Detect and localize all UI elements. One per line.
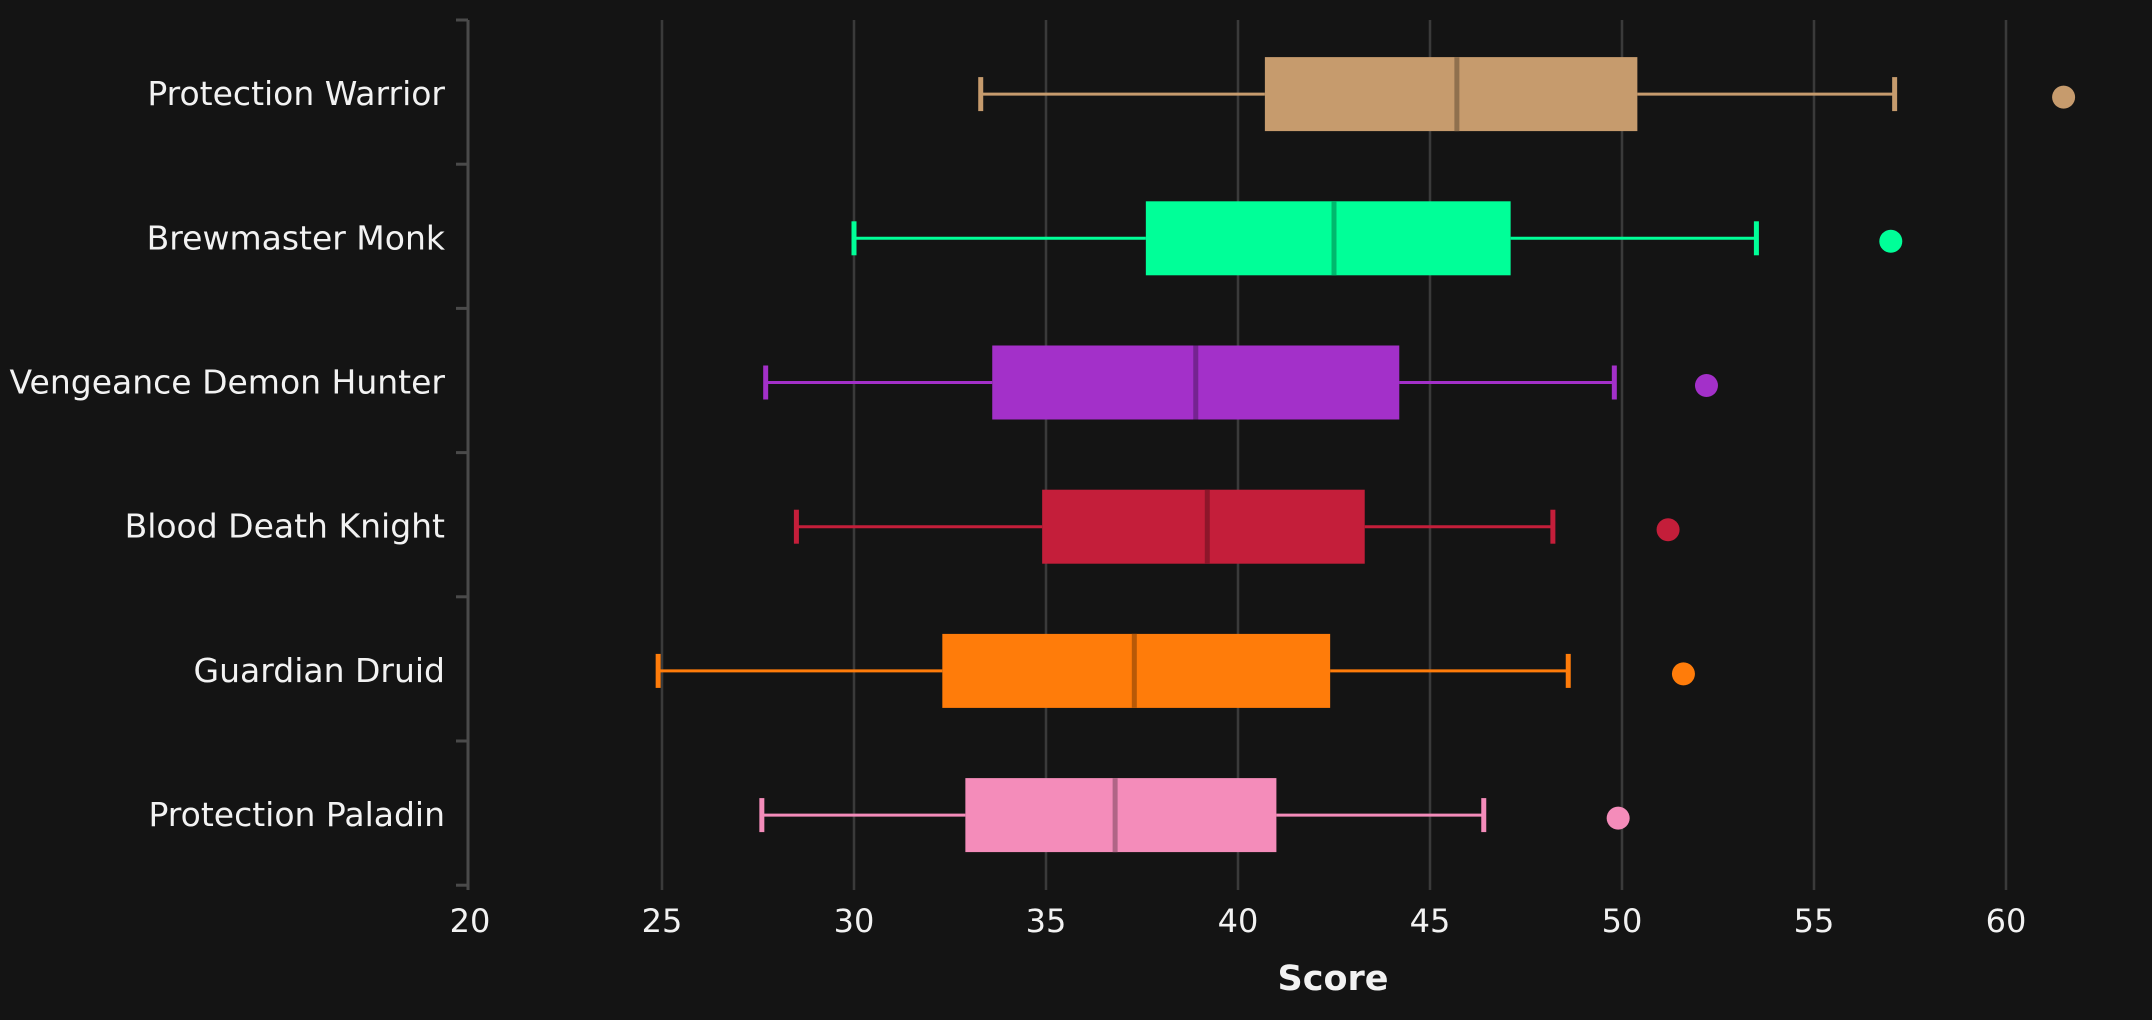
box-group: Blood Death Knight [125,489,1680,564]
x-tick-label: 35 [1026,902,1067,940]
box-group: Brewmaster Monk [147,201,1903,276]
category-label: Protection Warrior [147,74,445,113]
x-axis-ticks: 20 25 30 35 40 45 50 55 60 [450,902,2027,940]
iqr-box [1145,201,1511,276]
iqr-box [1042,489,1365,564]
x-tick-label: 25 [642,902,683,940]
outlier-point [1656,518,1680,542]
box-group: Vengeance Demon Hunter [10,345,1718,420]
x-tick-label: 55 [1794,902,1835,940]
category-label: Blood Death Knight [125,507,445,546]
category-label: Brewmaster Monk [147,218,446,257]
iqr-box [965,778,1277,853]
iqr-box [1264,57,1638,132]
grid-lines [660,20,2008,890]
x-tick-label: 60 [1986,902,2027,940]
category-label: Protection Paladin [148,795,445,834]
box-group: Protection Warrior [147,57,2076,132]
x-tick-label: 50 [1602,902,1643,940]
boxes: Protection Warrior Brewmaster Monk Vengean… [10,57,2076,853]
outlier-point [1879,229,1903,253]
x-tick-label: 20 [450,902,491,940]
outlier-point [2052,85,2076,109]
x-tick-label: 30 [834,902,875,940]
outlier-point [1606,806,1630,830]
x-tick-label: 40 [1218,902,1259,940]
outlier-point [1671,662,1695,686]
x-tick-label: 45 [1410,902,1451,940]
category-label: Vengeance Demon Hunter [10,363,446,402]
outlier-point [1694,374,1718,397]
box-group: Guardian Druid [194,633,1695,708]
box-group: Protection Paladin [148,778,1630,853]
category-label: Guardian Druid [194,651,445,690]
x-axis-title: Score [1278,959,1389,999]
y-axis [456,18,470,890]
